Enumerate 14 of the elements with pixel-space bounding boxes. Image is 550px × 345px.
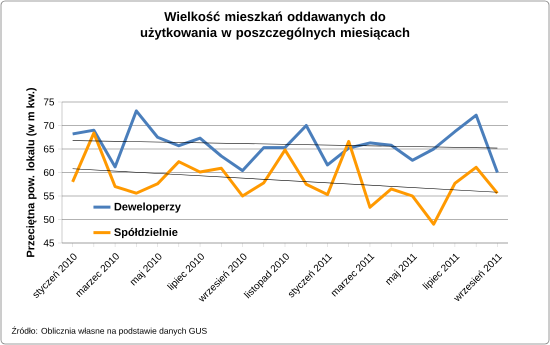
y-tick-label: 75 [44,98,54,106]
legend-label: Deweloperzy [114,202,181,213]
y-tick-label: 60 [44,168,54,176]
y-tick-label: 70 [44,122,54,130]
y-axis-title: Przeciętna pow. lokalu (w m kw.) [26,88,37,257]
line-series [71,109,499,174]
y-tick-label: 55 [44,192,54,200]
chart-title: Wielkość mieszkań oddawanych do użytkowania w poszczególnych miesiącach [140,12,410,40]
y-tick-label: 50 [44,216,54,224]
y-tick-label: 45 [44,240,54,246]
text: Źródło: Oblicznia własne na podstawie danych GUS [12,326,207,336]
y-tick-label: 65 [44,145,54,153]
line-series [71,132,499,226]
legend-label: Spółdzielnie [114,228,178,238]
